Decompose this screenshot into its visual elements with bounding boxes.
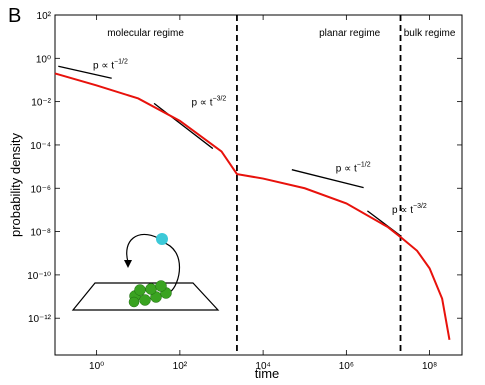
x-tick-label: 10⁸ — [422, 361, 437, 372]
y-tick-label: 10⁻¹² — [28, 314, 52, 325]
regime-label: bulk regime — [404, 28, 456, 39]
y-tick-label: 10⁰ — [36, 54, 51, 65]
x-tick-label: 10⁶ — [339, 361, 354, 372]
slope-label: p ∝ t−1/2 — [336, 162, 371, 175]
x-tick-label: 10² — [173, 361, 188, 372]
y-tick-label: 10⁻⁴ — [30, 141, 51, 152]
slope-guide — [153, 102, 214, 150]
slope-guide — [58, 65, 112, 79]
y-tick-label: 10⁻⁶ — [30, 184, 51, 195]
y-axis-label: probability density — [8, 132, 23, 237]
panel-label: B — [8, 5, 21, 27]
inset-illustration — [71, 233, 220, 311]
slope-label-base: p ∝ t — [93, 60, 114, 71]
slope-label-exponent: −1/2 — [114, 58, 128, 65]
slope-label: p ∝ t−1/2 — [93, 58, 128, 71]
plot-frame — [54, 14, 463, 356]
regime-label: planar regime — [319, 28, 381, 39]
x-axis-label: time — [255, 366, 280, 381]
data-line — [54, 72, 451, 341]
x-tick-label: 10⁰ — [89, 361, 104, 372]
y-tick-label: 10² — [37, 11, 52, 22]
slope-label: p ∝ t−3/2 — [191, 95, 226, 108]
y-tick-label: 10⁻² — [31, 98, 51, 109]
regime-label: molecular regime — [107, 28, 184, 39]
slope-guide — [291, 169, 364, 189]
y-tick-label: 10⁻⁸ — [30, 228, 51, 239]
slope-label-exponent: −3/2 — [213, 95, 227, 102]
slope-label-base: p ∝ t — [336, 164, 357, 175]
slope-label-exponent: −3/2 — [413, 203, 427, 210]
slope-label-exponent: −1/2 — [357, 162, 371, 169]
slope-label: p ∝ t−3/2 — [392, 203, 427, 216]
slope-label-base: p ∝ t — [191, 97, 212, 108]
y-tick-label: 10⁻¹⁰ — [27, 271, 51, 282]
x-tick-label: 10⁴ — [255, 361, 270, 372]
slope-label-base: p ∝ t — [392, 205, 413, 216]
